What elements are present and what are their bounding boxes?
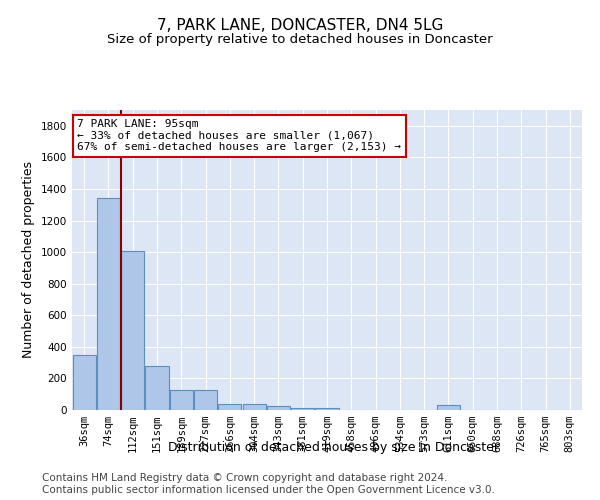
Bar [267,406,290,410]
Bar [73,354,95,410]
Bar [97,198,120,410]
Bar [170,390,193,410]
Y-axis label: Number of detached properties: Number of detached properties [22,162,35,358]
Bar [194,390,217,410]
Bar [291,408,314,410]
Bar [218,404,241,410]
Text: Contains HM Land Registry data © Crown copyright and database right 2024.
Contai: Contains HM Land Registry data © Crown c… [42,474,495,495]
Text: Distribution of detached houses by size in Doncaster: Distribution of detached houses by size … [167,441,499,454]
Bar [316,408,338,410]
Text: 7 PARK LANE: 95sqm
← 33% of detached houses are smaller (1,067)
67% of semi-deta: 7 PARK LANE: 95sqm ← 33% of detached hou… [77,119,401,152]
Bar [145,366,169,410]
Text: Size of property relative to detached houses in Doncaster: Size of property relative to detached ho… [107,32,493,46]
Text: 7, PARK LANE, DONCASTER, DN4 5LG: 7, PARK LANE, DONCASTER, DN4 5LG [157,18,443,32]
Bar [437,406,460,410]
Bar [121,250,144,410]
Bar [242,404,266,410]
